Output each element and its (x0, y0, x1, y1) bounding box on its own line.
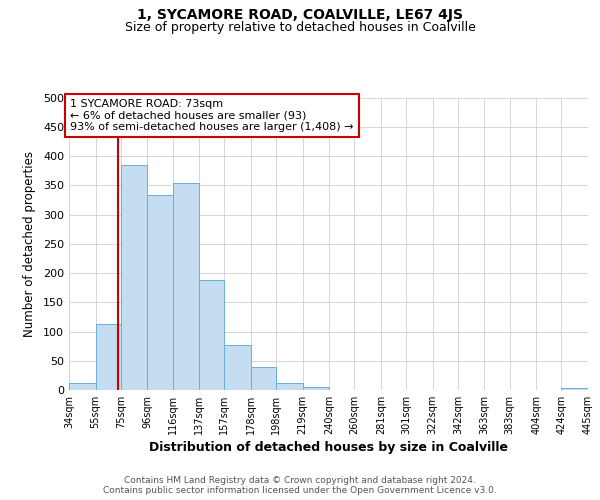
Bar (562, 388, 588, 390)
Bar (302, 387, 329, 390)
Bar (147, 194, 173, 390)
Text: Size of property relative to detached houses in Coalville: Size of property relative to detached ho… (125, 21, 475, 34)
Bar (251, 367, 276, 390)
Bar (121, 165, 147, 390)
Text: 1 SYCAMORE ROAD: 73sqm
← 6% of detached houses are smaller (93)
93% of semi-deta: 1 SYCAMORE ROAD: 73sqm ← 6% of detached … (70, 100, 354, 132)
Bar (69, 383, 95, 390)
Bar (199, 280, 224, 390)
Bar (173, 183, 199, 390)
Text: Contains HM Land Registry data © Crown copyright and database right 2024.: Contains HM Land Registry data © Crown c… (124, 476, 476, 485)
Text: 1, SYCAMORE ROAD, COALVILLE, LE67 4JS: 1, SYCAMORE ROAD, COALVILLE, LE67 4JS (137, 8, 463, 22)
Text: Contains public sector information licensed under the Open Government Licence v3: Contains public sector information licen… (103, 486, 497, 495)
Y-axis label: Number of detached properties: Number of detached properties (23, 151, 36, 337)
Bar (224, 345, 251, 390)
Bar (276, 383, 302, 390)
Bar (95, 324, 121, 390)
X-axis label: Distribution of detached houses by size in Coalville: Distribution of detached houses by size … (149, 441, 508, 454)
